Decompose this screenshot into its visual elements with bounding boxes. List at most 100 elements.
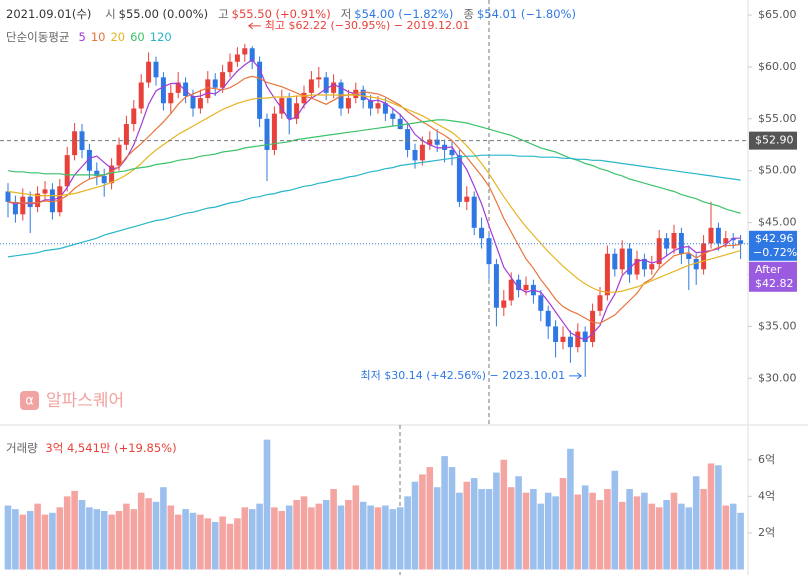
last-change-label: −0.72% [753, 246, 797, 259]
candle-body [545, 310, 551, 327]
volume-bar [715, 465, 722, 570]
volume-bar [4, 505, 12, 570]
volume-bar [485, 489, 493, 570]
volume-bar [374, 507, 382, 570]
candle-body [131, 108, 137, 125]
volume-bar [300, 496, 308, 570]
volume-bar [285, 505, 293, 570]
volume-bar [49, 512, 56, 570]
volume-bar [160, 487, 167, 570]
volume-bar [137, 492, 145, 570]
watermark: α 알파스퀘어 [20, 391, 124, 411]
candle-body [279, 98, 285, 114]
volume-bar [100, 510, 108, 570]
volume-bar [463, 481, 471, 570]
volume-bar [611, 470, 619, 570]
volume-bar [108, 514, 115, 570]
candle-body [94, 170, 100, 176]
y-tick-label: $45.00 [758, 216, 797, 229]
field-value: $55.50 (+0.91%) [231, 7, 331, 21]
volume-bar [211, 521, 219, 570]
volume-bar [271, 507, 278, 570]
candle-body [323, 77, 329, 93]
volume-bar [26, 510, 34, 570]
candle-body [590, 310, 596, 342]
candle-body [508, 279, 514, 301]
candle-body [560, 336, 566, 342]
candle-body [368, 100, 374, 109]
volume-bar [93, 509, 101, 570]
candle-body [567, 336, 573, 348]
volume-bar [685, 507, 693, 570]
volume-bar [12, 509, 19, 570]
candle-body [360, 89, 366, 101]
y-tick-label: $60.00 [758, 60, 797, 73]
volume-bar [567, 448, 574, 570]
candle-body [656, 238, 662, 265]
watermark-text: 알파스퀘어 [46, 391, 124, 411]
volume-bar [737, 512, 744, 570]
candle-body [471, 196, 477, 228]
volume-bar [589, 492, 596, 570]
legend-entry: 5 [78, 30, 86, 44]
volume-bar [293, 500, 300, 570]
volume-bar [641, 492, 648, 570]
candle-body [464, 196, 470, 202]
candle-body [345, 98, 351, 109]
ma-legend: 단순이동평균 5 10 20 60 120 [6, 29, 176, 45]
candle-body [715, 227, 721, 244]
candle-body [686, 253, 692, 259]
candle-body [627, 248, 633, 275]
candle-body [286, 98, 292, 119]
candle-body [331, 82, 337, 93]
volume-bar [263, 439, 271, 570]
field-value: $54.00 (−1.82%) [354, 7, 454, 21]
volume-bar [78, 500, 86, 570]
annotation-text: 최저 $30.14 (+42.56%) − 2023.10.01 [361, 369, 566, 382]
volume-bar [359, 501, 367, 570]
candle-body [412, 149, 418, 161]
volume-tick-label: 6억 [758, 453, 775, 466]
volume-bar [596, 500, 604, 570]
volume-title: 거래량 [6, 441, 38, 455]
candle-body [619, 248, 625, 270]
volume-bar [692, 476, 700, 570]
candle-body [79, 131, 85, 150]
candle-body [501, 300, 507, 308]
volume-bar [633, 496, 641, 570]
volume-bar [145, 498, 152, 570]
candle-body [301, 92, 307, 104]
candle-body [264, 118, 270, 150]
volume-bar [130, 509, 138, 570]
candle-body [5, 191, 11, 202]
y-tick-label: $35.00 [758, 319, 797, 332]
volume-value: 3억 4,541만 (+19.85%) [45, 441, 177, 455]
ma-line [7, 75, 741, 324]
volume-bar [456, 492, 463, 570]
candle-body [271, 113, 277, 150]
candle-body [183, 82, 189, 97]
field-value: $55.00 (0.00%) [118, 7, 209, 21]
candle-body [123, 124, 129, 145]
y-tick-label: $65.00 [758, 8, 797, 21]
candle-body [575, 331, 581, 348]
candle-body [397, 118, 403, 130]
volume-bar [426, 467, 434, 570]
volume-bar [396, 507, 404, 570]
volume-bar [530, 489, 537, 570]
candle-body [227, 61, 233, 73]
volume-bar [278, 510, 286, 570]
candle-body [27, 196, 33, 208]
volume-bar [226, 523, 234, 570]
volume-bar [382, 505, 389, 570]
volume-bar [337, 505, 345, 570]
candle-body [523, 284, 529, 291]
volume-bar [470, 478, 478, 570]
after-label-bg [749, 261, 797, 292]
candle-body [257, 61, 263, 119]
volume-bar [411, 481, 419, 570]
volume-bar [604, 489, 611, 570]
ma-line [7, 58, 741, 341]
candle-body [49, 189, 55, 213]
